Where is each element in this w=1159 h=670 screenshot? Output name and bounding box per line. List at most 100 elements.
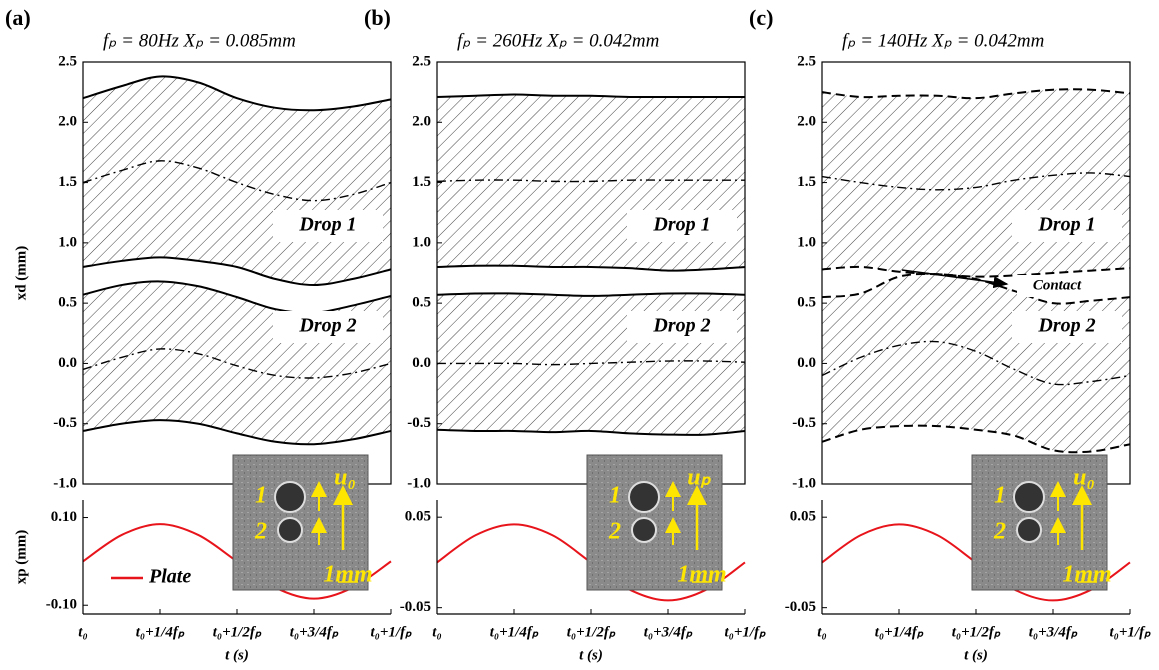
y-tick-label: 2.5 xyxy=(58,53,77,69)
y-axis-title: xp (mm) xyxy=(13,530,29,585)
series-line xyxy=(821,340,1131,386)
annotation: Drop 1 xyxy=(298,214,356,236)
inset-label: 1 xyxy=(994,483,1006,509)
x-tick-label: t₀+1/4fₚ xyxy=(875,624,924,640)
annotation-box xyxy=(627,210,737,242)
annotation: Contact xyxy=(1033,277,1082,293)
y-tick-label: 2.0 xyxy=(797,114,816,130)
y-tick-label: 0.0 xyxy=(797,355,816,371)
y-tick-label: 1.0 xyxy=(797,234,816,250)
inset-drop xyxy=(631,517,657,543)
x-tick-label: t₀+3/4fₚ xyxy=(290,624,339,640)
y-tick-label: 0.5 xyxy=(797,295,816,311)
inset-label: 2 xyxy=(254,519,267,545)
y-tick-label: 0.5 xyxy=(412,295,431,311)
series-line xyxy=(82,348,392,379)
annotation-box xyxy=(273,210,383,242)
hatch-region xyxy=(437,94,745,271)
annotation-box xyxy=(1017,275,1097,297)
inset-label: 1mm xyxy=(323,562,372,588)
y-axis-title: xd (mm) xyxy=(13,246,29,301)
y-tick-label: -0.05 xyxy=(785,599,816,615)
inset-label: 2 xyxy=(608,519,621,545)
panel-title: fₚ = 80Hz Xₚ = 0.085mm xyxy=(103,30,296,51)
inset-drop xyxy=(628,481,660,513)
x-tick-label: t₀ xyxy=(432,624,441,640)
y-tick-label: 0.0 xyxy=(412,355,431,371)
x-axis-title: t (s) xyxy=(579,647,603,663)
x-tick-label: t₀+1/fₚ xyxy=(1109,624,1151,640)
y-tick-label: 2.0 xyxy=(412,114,431,130)
annotation: Drop 1 xyxy=(652,214,710,236)
x-tick-label: t₀+1/4fₚ xyxy=(136,624,185,640)
y-tick-label: 2.5 xyxy=(797,53,816,69)
inset-label: 1mm xyxy=(677,562,726,588)
legend-label: Plate xyxy=(148,566,191,588)
series-line xyxy=(436,179,745,183)
inset-drop xyxy=(277,517,303,543)
inset-drop xyxy=(274,481,306,513)
series-line xyxy=(821,172,1131,191)
panel-label: (c) xyxy=(749,5,773,30)
x-tick-label: t₀+1/fₚ xyxy=(724,624,766,640)
series-line xyxy=(821,272,1131,305)
y-tick-label: 1.0 xyxy=(58,234,77,250)
inset-label: 1 xyxy=(609,483,621,509)
annotation-box xyxy=(1012,311,1122,343)
inset-label: uₚ xyxy=(687,465,711,491)
y-tick-label: 1.5 xyxy=(58,174,77,190)
x-tick-label: t₀ xyxy=(817,624,826,640)
y-tick-label: 0.05 xyxy=(790,509,816,525)
x-tick-label: t₀ xyxy=(78,624,87,640)
y-tick-label: -0.5 xyxy=(792,415,816,431)
annotation-arrow xyxy=(901,269,1009,289)
series-line xyxy=(821,265,1131,278)
y-tick-label: -0.10 xyxy=(46,597,77,613)
series-line xyxy=(82,280,392,314)
x-tick-label: t₀+1/4fₚ xyxy=(490,624,539,640)
series-line xyxy=(82,75,392,112)
x-tick-label: t₀+1/2fₚ xyxy=(567,624,616,640)
panel-title: fₚ = 260Hz Xₚ = 0.042mm xyxy=(457,30,659,51)
series-line xyxy=(82,160,392,202)
y-tick-label: -0.5 xyxy=(407,415,431,431)
y-tick-label: -1.0 xyxy=(792,475,816,491)
annotation-box xyxy=(273,311,383,343)
panel-title: fₚ = 140Hz Xₚ = 0.042mm xyxy=(842,30,1044,51)
y-tick-label: 0.0 xyxy=(58,355,77,371)
y-tick-label: 0.05 xyxy=(405,509,431,525)
inset-label: 1mm xyxy=(1062,562,1111,588)
series-line xyxy=(436,292,746,297)
panel-label: (b) xyxy=(364,5,391,30)
series-line xyxy=(821,88,1131,100)
annotation-box xyxy=(627,311,737,343)
x-tick-label: t₀+1/fₚ xyxy=(370,624,412,640)
annotation: Drop 2 xyxy=(298,315,356,337)
x-axis-title: t (s) xyxy=(964,647,988,663)
x-axis-title: t (s) xyxy=(225,647,249,663)
inset-label: 2 xyxy=(993,519,1006,545)
y-tick-label: 2.0 xyxy=(58,114,77,130)
inset-label: u₀ xyxy=(334,465,356,491)
y-tick-label: 1.5 xyxy=(797,174,816,190)
series-line xyxy=(436,93,745,99)
y-tick-label: -1.0 xyxy=(407,475,431,491)
inset-drop xyxy=(1013,481,1045,513)
series-line xyxy=(436,428,746,436)
y-tick-label: 2.5 xyxy=(412,53,431,69)
y-tick-label: 1.5 xyxy=(412,174,431,190)
y-tick-label: -0.05 xyxy=(400,599,431,615)
x-tick-label: t₀+3/4fₚ xyxy=(1029,624,1078,640)
x-tick-label: t₀+1/2fₚ xyxy=(213,624,262,640)
hatch-region xyxy=(83,281,391,445)
y-tick-label: -0.5 xyxy=(53,415,77,431)
y-tick-label: 0.5 xyxy=(58,295,77,311)
series-line xyxy=(436,264,746,272)
annotation: Drop 2 xyxy=(1037,315,1095,337)
series-line xyxy=(821,424,1131,454)
inset-label: u₀ xyxy=(1073,465,1095,491)
x-tick-label: t₀+1/2fₚ xyxy=(952,624,1001,640)
panel-label: (a) xyxy=(5,5,31,30)
y-tick-label: 0.10 xyxy=(51,509,77,525)
